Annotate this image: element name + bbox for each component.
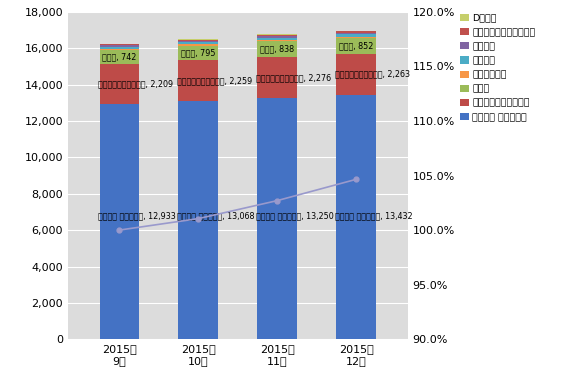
Bar [258, 57, 297, 98]
Legend: Dシェア, カーシェアリング・ワン, エコロカ, カリテコ, アース・カー, カレコ, オリックスカーシェア, タイムズ カープラス: Dシェア, カーシェアリング・ワン, エコロカ, カリテコ, アース・カー, カ… [456, 10, 539, 126]
Text: オリックスカーシェア, 2,263: オリックスカーシェア, 2,263 [335, 70, 410, 79]
Bar [336, 37, 376, 38]
Text: タイムズ カープラス, 12,933: タイムズ カープラス, 12,933 [98, 211, 175, 220]
Bar [178, 41, 218, 42]
Bar [178, 101, 218, 339]
Bar [258, 38, 297, 40]
Bar [336, 32, 376, 34]
Bar [178, 44, 218, 46]
Bar [258, 41, 297, 57]
Bar [336, 54, 376, 95]
Text: タイムズ カープラス, 13,432: タイムズ カープラス, 13,432 [335, 211, 413, 220]
Bar [336, 38, 376, 54]
Bar [336, 34, 376, 37]
Bar [100, 47, 139, 49]
Bar [178, 40, 218, 41]
Text: カレコ, 742: カレコ, 742 [102, 53, 136, 62]
Bar [100, 44, 139, 45]
Bar [258, 35, 297, 36]
Bar [258, 34, 297, 35]
Bar [178, 60, 218, 101]
Text: カレコ, 838: カレコ, 838 [260, 44, 294, 53]
Text: カレコ, 795: カレコ, 795 [181, 49, 215, 58]
Bar [178, 46, 218, 60]
Bar [100, 50, 139, 64]
Bar [258, 98, 297, 339]
Bar [178, 42, 218, 44]
Bar [336, 95, 376, 339]
Bar [100, 64, 139, 104]
Bar [336, 31, 376, 32]
Bar [178, 39, 218, 40]
Text: オリックスカーシェア, 2,276: オリックスカーシェア, 2,276 [256, 73, 331, 82]
Text: カレコ, 852: カレコ, 852 [339, 41, 373, 50]
Text: タイムズ カープラス, 13,250: タイムズ カープラス, 13,250 [256, 211, 333, 220]
Text: オリックスカーシェア, 2,209: オリックスカーシェア, 2,209 [98, 79, 173, 88]
Bar [258, 36, 297, 38]
Bar [258, 40, 297, 41]
Text: タイムズ カープラス, 13,068: タイムズ カープラス, 13,068 [177, 211, 254, 220]
Bar [100, 104, 139, 339]
Text: オリックスカーシェア, 2,259: オリックスカーシェア, 2,259 [177, 76, 252, 85]
Bar [100, 45, 139, 47]
Bar [100, 49, 139, 50]
